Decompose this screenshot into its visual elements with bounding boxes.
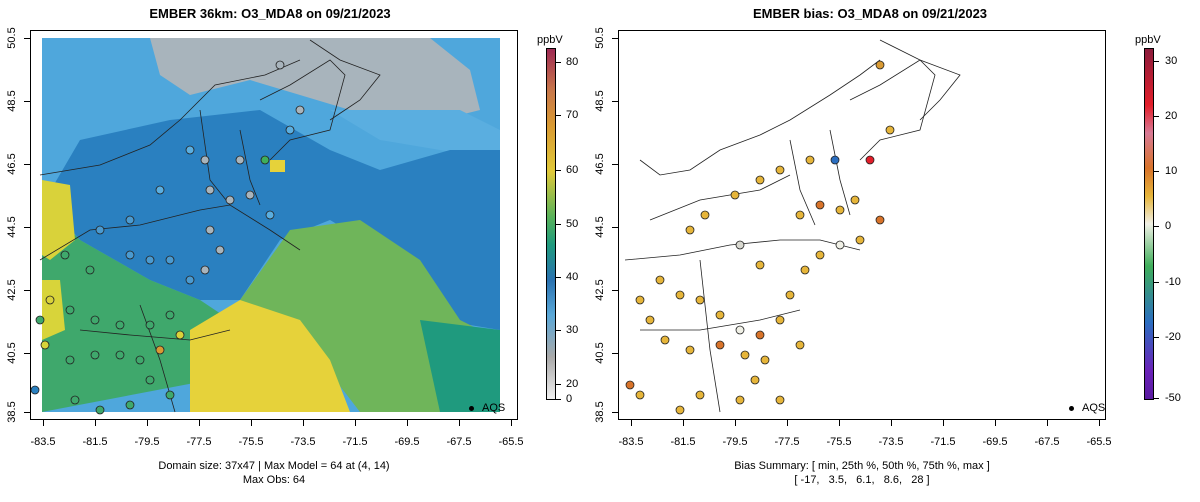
right-x-tick: -73.5 [878, 436, 904, 448]
right-y-tick: 48.5 [594, 90, 606, 112]
left-footer-line1: Domain size: 37x47 | Max Model = 64 at (… [158, 460, 390, 472]
right-x-tick: -71.5 [930, 436, 956, 448]
left-cbar-tick: 70 [566, 109, 579, 121]
right-cbar-tick: -20 [1165, 331, 1181, 343]
left-x-tick: -75.5 [238, 436, 264, 448]
left-x-tick: -77.5 [186, 436, 212, 448]
right-cbar-tick: -10 [1165, 276, 1181, 288]
left-y-tick: 48.5 [6, 90, 18, 112]
left-y-tick: 38.5 [6, 401, 18, 423]
left-cbar-tick: 20 [566, 378, 579, 390]
left-y-tick: 40.5 [6, 342, 18, 364]
right-cbar-tick: 10 [1165, 165, 1178, 177]
left-cbar-tick: 0 [566, 393, 573, 405]
left-x-tick: -69.5 [394, 436, 420, 448]
left-x-tick: -81.5 [82, 436, 108, 448]
left-cbar-tick: 60 [566, 164, 579, 176]
aqs-legend-label: AQS [482, 402, 506, 414]
right-colorbar [1144, 48, 1154, 400]
right-observations [625, 60, 895, 415]
aqs-legend-marker [469, 406, 474, 411]
right-x-tick: -67.5 [1034, 436, 1060, 448]
right-y-tick: 44.5 [594, 216, 606, 238]
model-field-gray [150, 38, 480, 125]
left-observations [30, 60, 305, 415]
left-cbar-tick: 50 [566, 218, 579, 230]
right-x-tick: -83.5 [618, 436, 644, 448]
left-cbar-tick: 80 [566, 56, 579, 68]
right-x-tick: -65.5 [1086, 436, 1112, 448]
right-footer-line2: [ -17, 3.5, 6.1, 8.6, 28 ] [794, 474, 930, 486]
left-x-tick: -67.5 [446, 436, 472, 448]
left-y-tick: 42.5 [6, 279, 18, 301]
right-y-tick: 46.5 [594, 153, 606, 175]
right-panel-title: EMBER bias: O3_MDA8 on 09/21/2023 [752, 6, 988, 21]
right-cbar-tick: 0 [1165, 220, 1172, 232]
right-y-tick: 42.5 [594, 279, 606, 301]
left-x-tick: -79.5 [134, 436, 160, 448]
right-x-tick: -75.5 [826, 436, 852, 448]
model-field-green [42, 200, 230, 412]
left-panel-title: EMBER 36km: O3_MDA8 on 09/21/2023 [149, 6, 391, 21]
left-colorbar [546, 48, 556, 400]
left-cbar-tick: 30 [566, 324, 579, 336]
right-cbar-tick: 30 [1165, 55, 1178, 67]
right-cbar-tick: 20 [1165, 110, 1178, 122]
right-map-frame [618, 30, 1106, 420]
right-x-tick: -81.5 [670, 436, 696, 448]
left-x-tick: -65.5 [498, 436, 524, 448]
right-x-tick: -79.5 [722, 436, 748, 448]
right-y-tick: 50.5 [594, 27, 606, 49]
model-field-darkblue [45, 110, 500, 330]
right-y-tick: 38.5 [594, 401, 606, 423]
left-cbar-tick: 40 [566, 271, 579, 283]
left-x-tick: -83.5 [30, 436, 56, 448]
right-y-tick: 40.5 [594, 342, 606, 364]
left-footer-line2: Max Obs: 64 [242, 474, 306, 486]
right-footer-line1: Bias Summary: [ min, 25th %, 50th %, 75t… [734, 460, 990, 472]
aqs-legend-marker [1069, 406, 1074, 411]
left-y-tick: 46.5 [6, 153, 18, 175]
left-y-tick: 50.5 [6, 27, 18, 49]
model-field-yellow [190, 300, 350, 412]
left-x-tick: -73.5 [290, 436, 316, 448]
right-cbar-tick: -50 [1165, 392, 1181, 404]
right-x-tick: -69.5 [982, 436, 1008, 448]
left-y-tick: 44.5 [6, 216, 18, 238]
aqs-legend-label: AQS [1082, 402, 1106, 414]
right-state-boundaries [624, 39, 961, 413]
left-colorbar-unit: ppbV [537, 34, 563, 46]
left-x-tick: -71.5 [342, 436, 368, 448]
right-x-tick: -77.5 [774, 436, 800, 448]
right-colorbar-unit: ppbV [1135, 34, 1161, 46]
